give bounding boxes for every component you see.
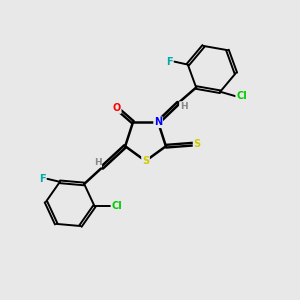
Text: Cl: Cl	[111, 201, 122, 211]
Text: S: S	[194, 139, 201, 149]
Text: O: O	[112, 103, 121, 113]
Text: H: H	[180, 102, 188, 111]
Text: S: S	[142, 156, 149, 166]
Text: F: F	[39, 174, 45, 184]
Text: N: N	[154, 117, 162, 127]
Text: F: F	[166, 57, 172, 67]
Text: Cl: Cl	[236, 91, 247, 101]
Text: H: H	[94, 158, 101, 167]
